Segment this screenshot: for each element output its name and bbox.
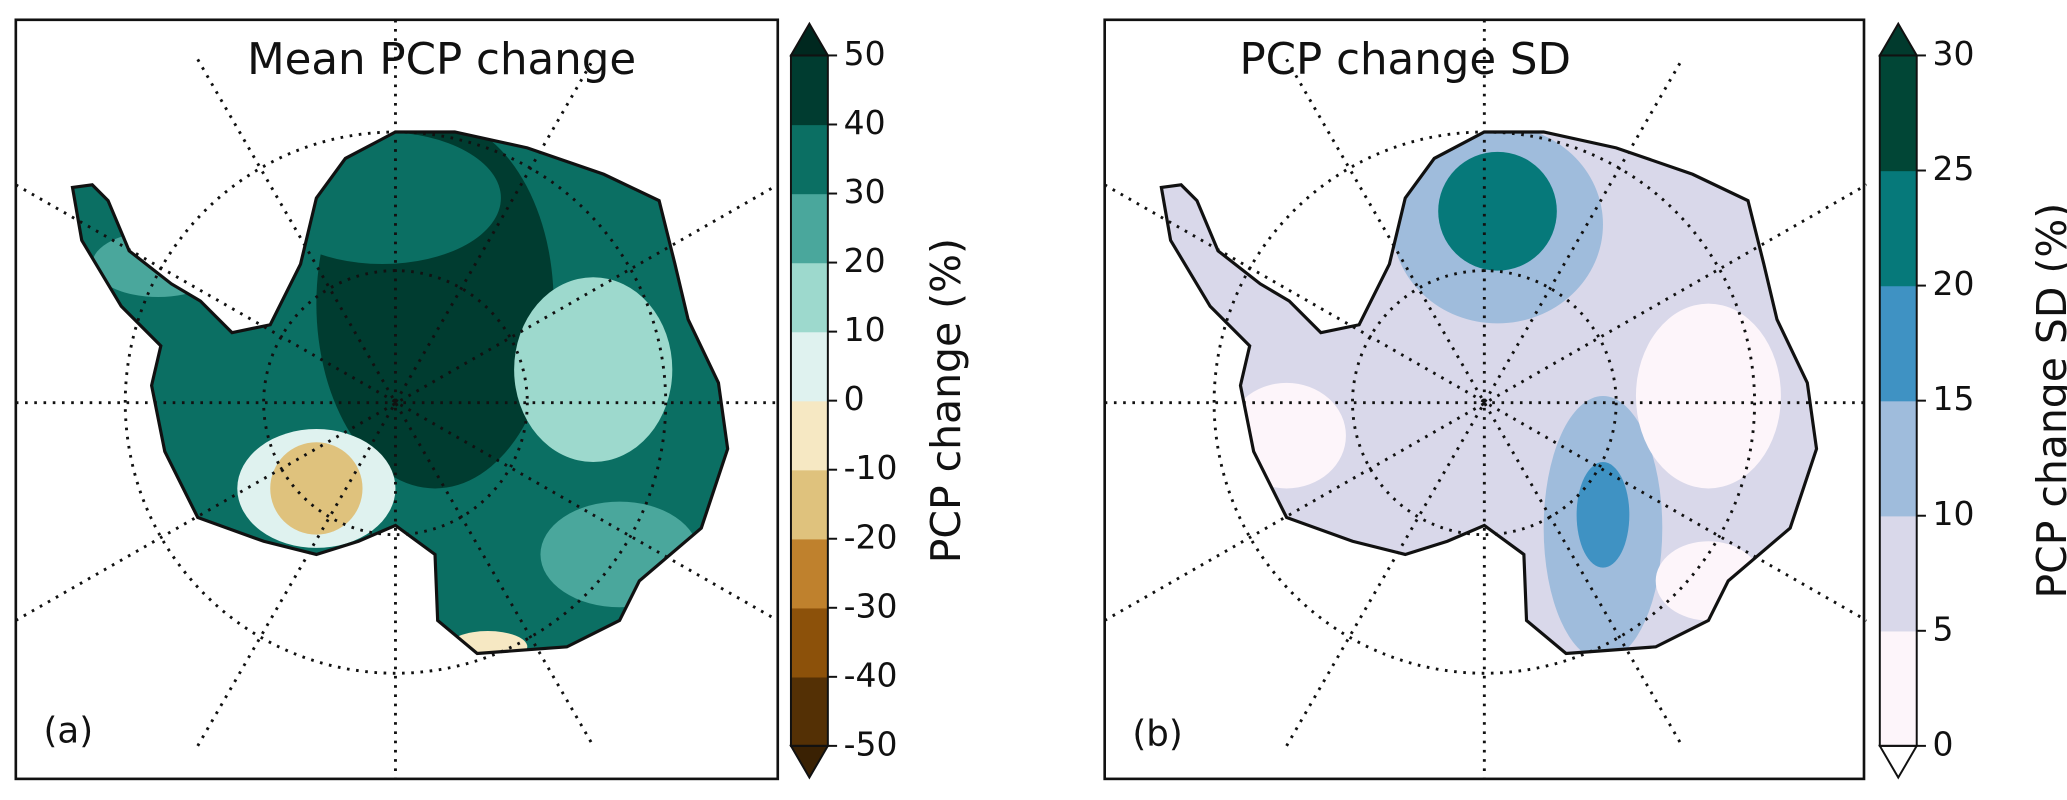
panel-label: (b): [1132, 713, 1182, 754]
colorbar-tick-label: 20: [844, 241, 886, 280]
panel-title: PCP change SD: [1239, 35, 1571, 85]
colorbar-tick-label: 15: [1933, 379, 1975, 418]
colorbar-tick-label: 5: [1933, 609, 1954, 648]
colorbar-swatch: [790, 469, 828, 540]
colorbar-tick-label: 10: [1933, 494, 1975, 533]
colorbar-swatch: [1879, 400, 1917, 517]
colorbar-swatch: [790, 331, 828, 402]
colorbar-tick-label: 0: [1933, 724, 1954, 763]
colorbar-tick-label: 25: [1933, 149, 1975, 188]
colorbar-swatch: [790, 400, 828, 471]
colorbar-extend-over: [1878, 21, 1919, 57]
colorbar-label: PCP change (%): [922, 238, 970, 563]
colorbar-extend-under: [789, 744, 830, 780]
colorbar-swatch: [790, 262, 828, 333]
colorbar-swatch: [790, 607, 828, 678]
colorbar-swatch: [1879, 515, 1917, 632]
graticule: [1104, 19, 1867, 779]
colorbar-extend-under: [1878, 744, 1919, 780]
panel-label: (a): [44, 711, 94, 752]
colorbar-tick-label: -30: [844, 586, 898, 625]
colorbar-swatch: [790, 193, 828, 264]
colorbar-swatch: [1879, 630, 1917, 747]
colorbar-swatch: [1879, 285, 1917, 402]
colorbar-extend-over: [789, 21, 830, 57]
colorbar-tick-label: -10: [844, 448, 898, 487]
colorbar-tick-label: 10: [844, 310, 886, 349]
colorbar-tick-label: 30: [1933, 34, 1975, 73]
colorbar-swatch: [1879, 55, 1917, 172]
colorbar-swatch: [790, 124, 828, 195]
colorbar-tick-label: 0: [844, 379, 865, 418]
colorbar-tick-label: 50: [844, 34, 886, 73]
graticule: [15, 19, 778, 779]
colorbar-tick-label: 40: [844, 103, 886, 142]
panel-title: Mean PCP change: [247, 35, 636, 85]
colorbar-swatch: [790, 55, 828, 126]
panel-b: PCP change SD (b): [1103, 18, 1867, 781]
map-field: [72, 132, 728, 654]
colorbar-tick-label: -20: [844, 517, 898, 556]
colorbar-tick-label: -50: [844, 724, 898, 763]
colorbar-tick-label: 30: [844, 172, 886, 211]
colorbar-tick-label: -40: [844, 655, 898, 694]
colorbar-swatch: [790, 676, 828, 747]
colorbar-swatch: [1879, 170, 1917, 287]
colorbar-swatch: [790, 538, 828, 609]
panel-a: Mean PCP change (a): [14, 18, 780, 781]
colorbar-tick-label: 20: [1933, 264, 1975, 303]
colorbar-label: PCP change SD (%): [2028, 203, 2067, 599]
